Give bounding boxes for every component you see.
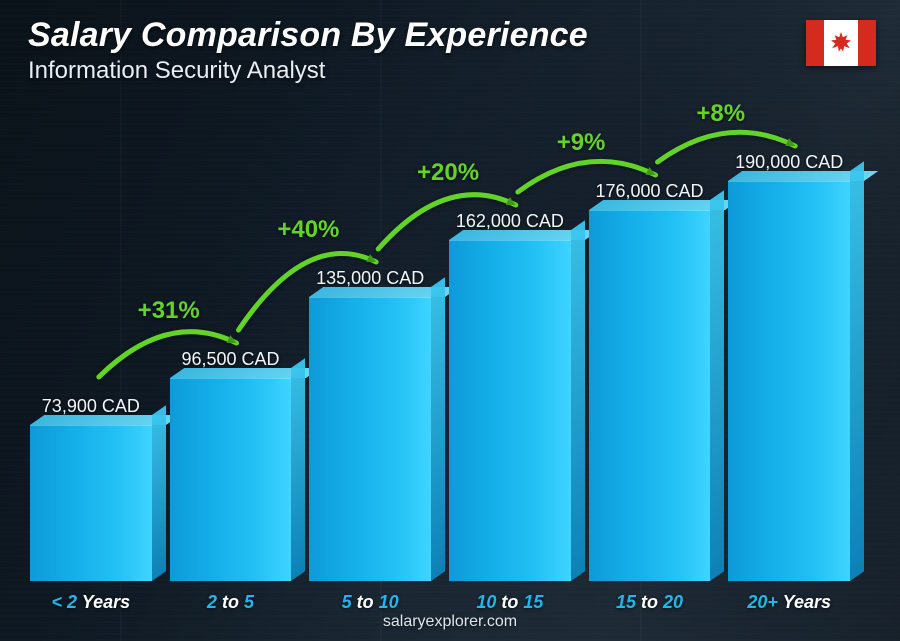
x-axis-label: 5 to 10 bbox=[309, 592, 431, 613]
bar-column: 96,500 CAD2 to 5 bbox=[170, 111, 292, 581]
x-axis-label: 15 to 20 bbox=[589, 592, 711, 613]
title-block: Salary Comparison By Experience Informat… bbox=[28, 16, 588, 85]
bar-value-label: 96,500 CAD bbox=[181, 349, 279, 370]
footer-source: salaryexplorer.com bbox=[0, 613, 900, 631]
bar-value-label: 135,000 CAD bbox=[316, 268, 424, 289]
percent-increase-label: +31% bbox=[138, 297, 200, 325]
percent-increase-label: +8% bbox=[696, 100, 745, 128]
bar bbox=[170, 378, 292, 581]
bar-column: 135,000 CAD5 to 10 bbox=[309, 111, 431, 581]
page-subtitle: Information Security Analyst bbox=[28, 57, 588, 85]
bar-value-label: 176,000 CAD bbox=[595, 181, 703, 202]
infographic-root: Salary Comparison By Experience Informat… bbox=[0, 0, 900, 641]
bar bbox=[30, 425, 152, 581]
percent-increase-label: +40% bbox=[277, 216, 339, 244]
percent-increase-label: +9% bbox=[557, 129, 606, 157]
page-title: Salary Comparison By Experience bbox=[28, 16, 588, 55]
x-axis-label: 2 to 5 bbox=[170, 592, 292, 613]
x-axis-label: 10 to 15 bbox=[449, 592, 571, 613]
bar-value-label: 162,000 CAD bbox=[456, 211, 564, 232]
bar bbox=[589, 210, 711, 581]
x-axis-label: < 2 Years bbox=[30, 592, 152, 613]
percent-increase-label: +20% bbox=[417, 159, 479, 187]
bar-column: 176,000 CAD15 to 20 bbox=[589, 111, 711, 581]
bar bbox=[728, 181, 850, 581]
x-axis-label: 20+ Years bbox=[728, 592, 850, 613]
canada-flag-icon: ✦ bbox=[806, 20, 876, 66]
bar-value-label: 190,000 CAD bbox=[735, 152, 843, 173]
bar-value-label: 73,900 CAD bbox=[42, 396, 140, 417]
bar bbox=[309, 297, 431, 581]
bar bbox=[449, 240, 571, 581]
bar-column: 73,900 CAD< 2 Years bbox=[30, 111, 152, 581]
bar-column: 190,000 CAD20+ Years bbox=[728, 111, 850, 581]
